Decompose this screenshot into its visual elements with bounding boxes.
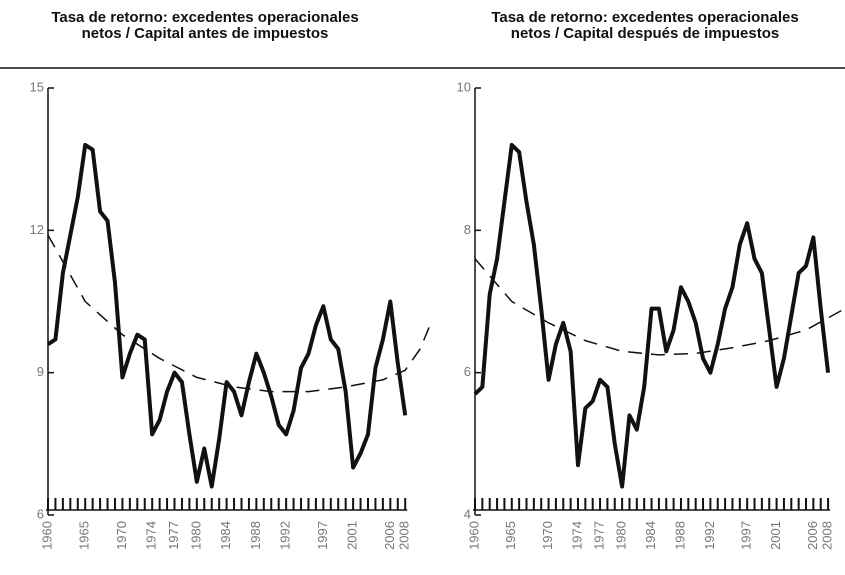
x-tick-label: 1980 xyxy=(188,521,203,550)
x-tick-label: 1988 xyxy=(672,521,687,550)
x-tick-label: 1974 xyxy=(569,521,584,550)
chart-title: Tasa de retorno: excedentes operacionale… xyxy=(51,9,358,26)
x-tick-label: 1992 xyxy=(702,521,717,550)
y-tick-label: 6 xyxy=(37,506,44,521)
x-tick-label: 2008 xyxy=(820,521,835,550)
x-tick-label: 1984 xyxy=(643,521,658,550)
x-tick-label: 1988 xyxy=(248,521,263,550)
data-line xyxy=(46,142,408,489)
x-tick-label: 2001 xyxy=(345,521,360,550)
y-tick-label: 4 xyxy=(464,506,471,521)
x-tick-label: 2001 xyxy=(768,521,783,550)
x-tick-label: 1997 xyxy=(315,521,330,550)
x-tick-label: 1997 xyxy=(739,521,754,550)
y-tick-label: 12 xyxy=(30,222,44,237)
x-tick-label: 1980 xyxy=(614,521,629,550)
chart-title: Tasa de retorno: excedentes operacionale… xyxy=(491,9,798,26)
x-tick-label: 1960 xyxy=(466,521,481,550)
chart-title: netos / Capital después de impuestos xyxy=(511,25,779,42)
x-tick-label: 1974 xyxy=(144,521,159,550)
x-tick-label: 1977 xyxy=(166,521,181,550)
x-tick-label: 1970 xyxy=(540,521,555,550)
x-tick-label: 1965 xyxy=(503,521,518,550)
x-tick-label: 1992 xyxy=(278,521,293,550)
x-tick-label: 2006 xyxy=(382,521,397,550)
y-tick-label: 6 xyxy=(464,364,471,379)
x-tick-label: 1965 xyxy=(77,521,92,550)
data-line xyxy=(473,142,831,489)
x-tick-label: 1960 xyxy=(39,521,54,550)
x-tick-label: 1977 xyxy=(591,521,606,550)
chart-title: netos / Capital antes de impuestos xyxy=(82,25,329,42)
x-tick-label: 2008 xyxy=(397,521,412,550)
x-tick-label: 1984 xyxy=(218,521,233,550)
x-tick-label: 2006 xyxy=(805,521,820,550)
x-tick-label: 1970 xyxy=(114,521,129,550)
y-tick-label: 9 xyxy=(37,364,44,379)
trend-line xyxy=(47,234,433,393)
y-tick-label: 15 xyxy=(30,79,44,94)
y-tick-label: 10 xyxy=(457,79,471,94)
trend-line xyxy=(474,258,845,356)
y-tick-label: 8 xyxy=(464,222,471,237)
